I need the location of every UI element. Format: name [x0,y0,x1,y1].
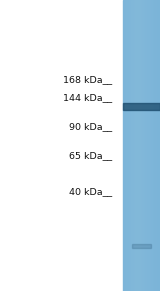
Bar [149,0,150,291]
Bar [141,0,142,291]
Bar [123,0,124,291]
Bar [154,0,155,291]
Bar [144,0,145,291]
Text: 90 kDa__: 90 kDa__ [69,122,112,131]
Bar [140,0,141,291]
Bar [125,0,126,291]
Bar [123,102,160,110]
Bar [147,0,148,291]
Bar [136,0,137,291]
Bar [132,0,133,291]
Bar [124,0,125,291]
Bar [142,0,143,291]
Bar [126,0,127,291]
Text: 144 kDa__: 144 kDa__ [63,93,112,102]
Bar [145,0,146,291]
Bar [148,0,149,291]
Bar [159,0,160,291]
Text: 65 kDa__: 65 kDa__ [69,151,112,160]
Bar [138,0,139,291]
Bar [127,0,128,291]
Bar [155,0,156,291]
Bar [133,0,134,291]
Text: 40 kDa__: 40 kDa__ [69,188,112,196]
Bar [157,0,158,291]
Bar [158,0,159,291]
Bar [137,0,138,291]
Bar [150,0,151,291]
Bar [131,0,132,291]
Bar [155,0,156,291]
Bar [134,0,135,291]
Bar [143,0,144,291]
Bar [128,0,129,291]
Bar [152,0,153,291]
Bar [151,0,152,291]
Bar [139,0,140,291]
Text: 168 kDa__: 168 kDa__ [63,76,112,84]
Bar [156,0,157,291]
Bar [146,0,147,291]
Bar [130,0,131,291]
Bar [129,0,130,291]
Bar [153,0,154,291]
Bar [132,244,151,248]
Bar [135,0,136,291]
